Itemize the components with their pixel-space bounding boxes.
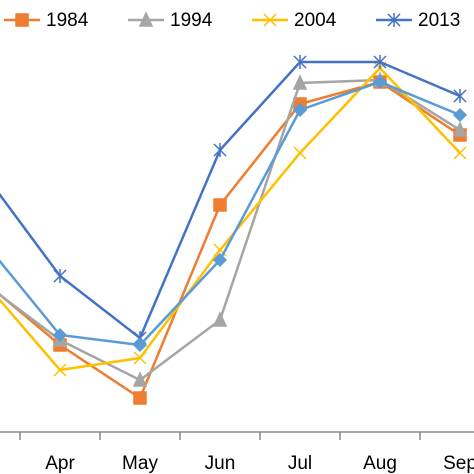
marker bbox=[293, 146, 307, 160]
marker bbox=[53, 269, 67, 283]
marker bbox=[15, 13, 29, 27]
marker bbox=[52, 327, 68, 343]
marker bbox=[138, 11, 154, 27]
x-tick-label: Jul bbox=[288, 453, 312, 474]
marker bbox=[132, 371, 148, 387]
marker bbox=[212, 311, 228, 327]
legend-label: 2004 bbox=[294, 10, 337, 31]
series bbox=[0, 55, 467, 345]
x-tick-label: Sep bbox=[443, 453, 474, 474]
series bbox=[0, 74, 468, 353]
x-tick-label: Jun bbox=[205, 453, 236, 474]
marker bbox=[53, 363, 67, 377]
marker bbox=[373, 55, 387, 69]
marker bbox=[212, 252, 228, 268]
x-tick-label: Apr bbox=[45, 453, 75, 474]
marker bbox=[213, 198, 227, 212]
marker bbox=[387, 13, 401, 27]
legend-label: 2013 bbox=[418, 10, 460, 31]
series bbox=[0, 61, 467, 377]
x-tick-label: Aug bbox=[363, 453, 397, 474]
marker bbox=[292, 102, 308, 118]
marker bbox=[452, 121, 468, 137]
marker bbox=[452, 107, 468, 123]
marker bbox=[453, 89, 467, 103]
marker bbox=[132, 337, 148, 353]
marker bbox=[133, 391, 147, 405]
series-line bbox=[0, 66, 461, 372]
series bbox=[0, 71, 468, 387]
marker bbox=[213, 143, 227, 157]
marker bbox=[263, 13, 277, 27]
series-line bbox=[0, 80, 461, 347]
series-line bbox=[0, 60, 461, 340]
marker bbox=[133, 351, 147, 365]
legend-label: 1984 bbox=[46, 10, 89, 31]
marker bbox=[453, 146, 467, 160]
marker bbox=[293, 55, 307, 69]
legend-label: 1994 bbox=[170, 10, 213, 31]
x-tick-label: May bbox=[122, 453, 158, 474]
series bbox=[0, 75, 467, 405]
marker bbox=[372, 74, 388, 90]
marker bbox=[292, 74, 308, 90]
